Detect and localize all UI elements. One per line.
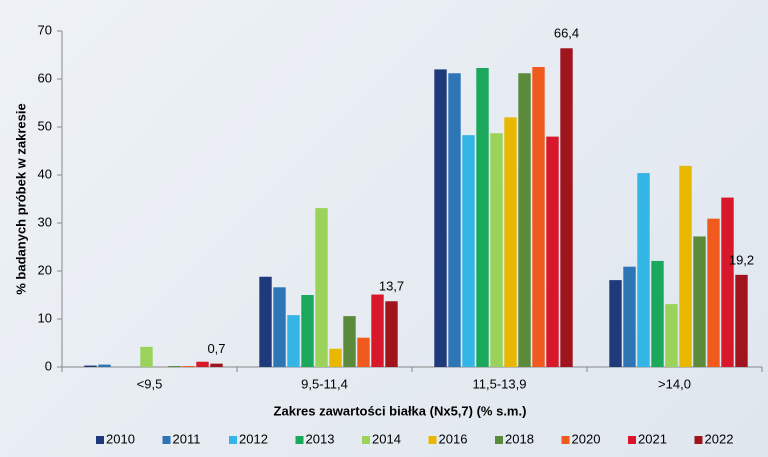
legend-label: 2020	[572, 431, 601, 446]
bar	[287, 315, 300, 367]
x-axis-label: Zakres zawartości białka (Nx5,7) (% s.m.…	[274, 403, 527, 418]
legend-swatch	[229, 436, 237, 444]
bar	[490, 133, 503, 367]
y-tick-label: 0	[45, 358, 52, 373]
bar	[385, 301, 398, 367]
value-label: 0,7	[207, 341, 225, 356]
bar	[476, 67, 489, 368]
legend-swatch	[561, 436, 570, 444]
bar	[84, 365, 97, 367]
bar	[357, 337, 370, 367]
bar	[371, 294, 384, 367]
bar	[735, 274, 748, 367]
value-label: 19,2	[729, 252, 754, 267]
bar	[693, 236, 706, 367]
bar	[504, 117, 517, 368]
y-tick-label: 60	[38, 70, 52, 85]
bar	[315, 208, 328, 367]
value-label: 66,4	[554, 26, 579, 41]
legend-swatch	[162, 436, 171, 444]
bar	[98, 364, 111, 367]
bar	[721, 197, 734, 367]
x-tick-label: 11,5-13,9	[473, 376, 527, 391]
bar	[518, 73, 531, 368]
y-tick-label: 70	[38, 22, 52, 37]
legend-swatch	[96, 436, 104, 444]
legend-label: 2013	[306, 431, 335, 446]
legend-label: 2016	[439, 431, 468, 446]
bar	[196, 361, 209, 367]
bar	[679, 165, 692, 367]
y-tick-label: 40	[38, 166, 52, 181]
y-tick-label: 30	[38, 214, 52, 229]
bar	[665, 304, 678, 367]
bar	[182, 366, 195, 367]
bar	[140, 346, 153, 367]
bar	[210, 363, 223, 367]
legend-label: 2014	[372, 431, 401, 446]
legend-swatch	[628, 436, 636, 444]
bar	[609, 280, 622, 367]
bar	[329, 348, 342, 367]
bar	[546, 136, 559, 367]
bar	[273, 287, 286, 367]
bar	[301, 295, 314, 367]
bar	[168, 366, 181, 367]
legend-label: 2010	[106, 431, 135, 446]
bar	[448, 73, 461, 368]
y-axis-label: % badanych próbek w zakresie	[13, 103, 28, 294]
bar	[462, 135, 475, 367]
bar	[623, 266, 636, 367]
legend-label: 2012	[239, 431, 268, 446]
legend-swatch	[428, 436, 437, 444]
bar	[259, 276, 272, 367]
bar	[637, 173, 650, 367]
bar	[532, 67, 545, 367]
legend-swatch	[295, 436, 304, 444]
legend-swatch	[495, 436, 503, 444]
legend-label: 2018	[505, 431, 534, 446]
x-tick-label: >14,0	[658, 376, 691, 391]
bar	[343, 316, 356, 367]
x-tick-label: <9,5	[137, 376, 163, 391]
y-tick-label: 50	[38, 118, 52, 133]
y-tick-label: 20	[38, 262, 52, 277]
legend-label: 2021	[638, 431, 667, 446]
legend-label: 2011	[173, 431, 201, 446]
value-label: 13,7	[379, 279, 404, 294]
legend-swatch	[362, 436, 370, 444]
bar	[707, 218, 720, 367]
x-tick-label: 9,5-11,4	[301, 376, 348, 391]
legend-label: 2022	[705, 431, 734, 446]
bar	[560, 48, 573, 367]
y-tick-label: 10	[38, 310, 52, 325]
bar	[651, 260, 664, 367]
legend-swatch	[694, 436, 703, 444]
bar	[434, 69, 447, 368]
